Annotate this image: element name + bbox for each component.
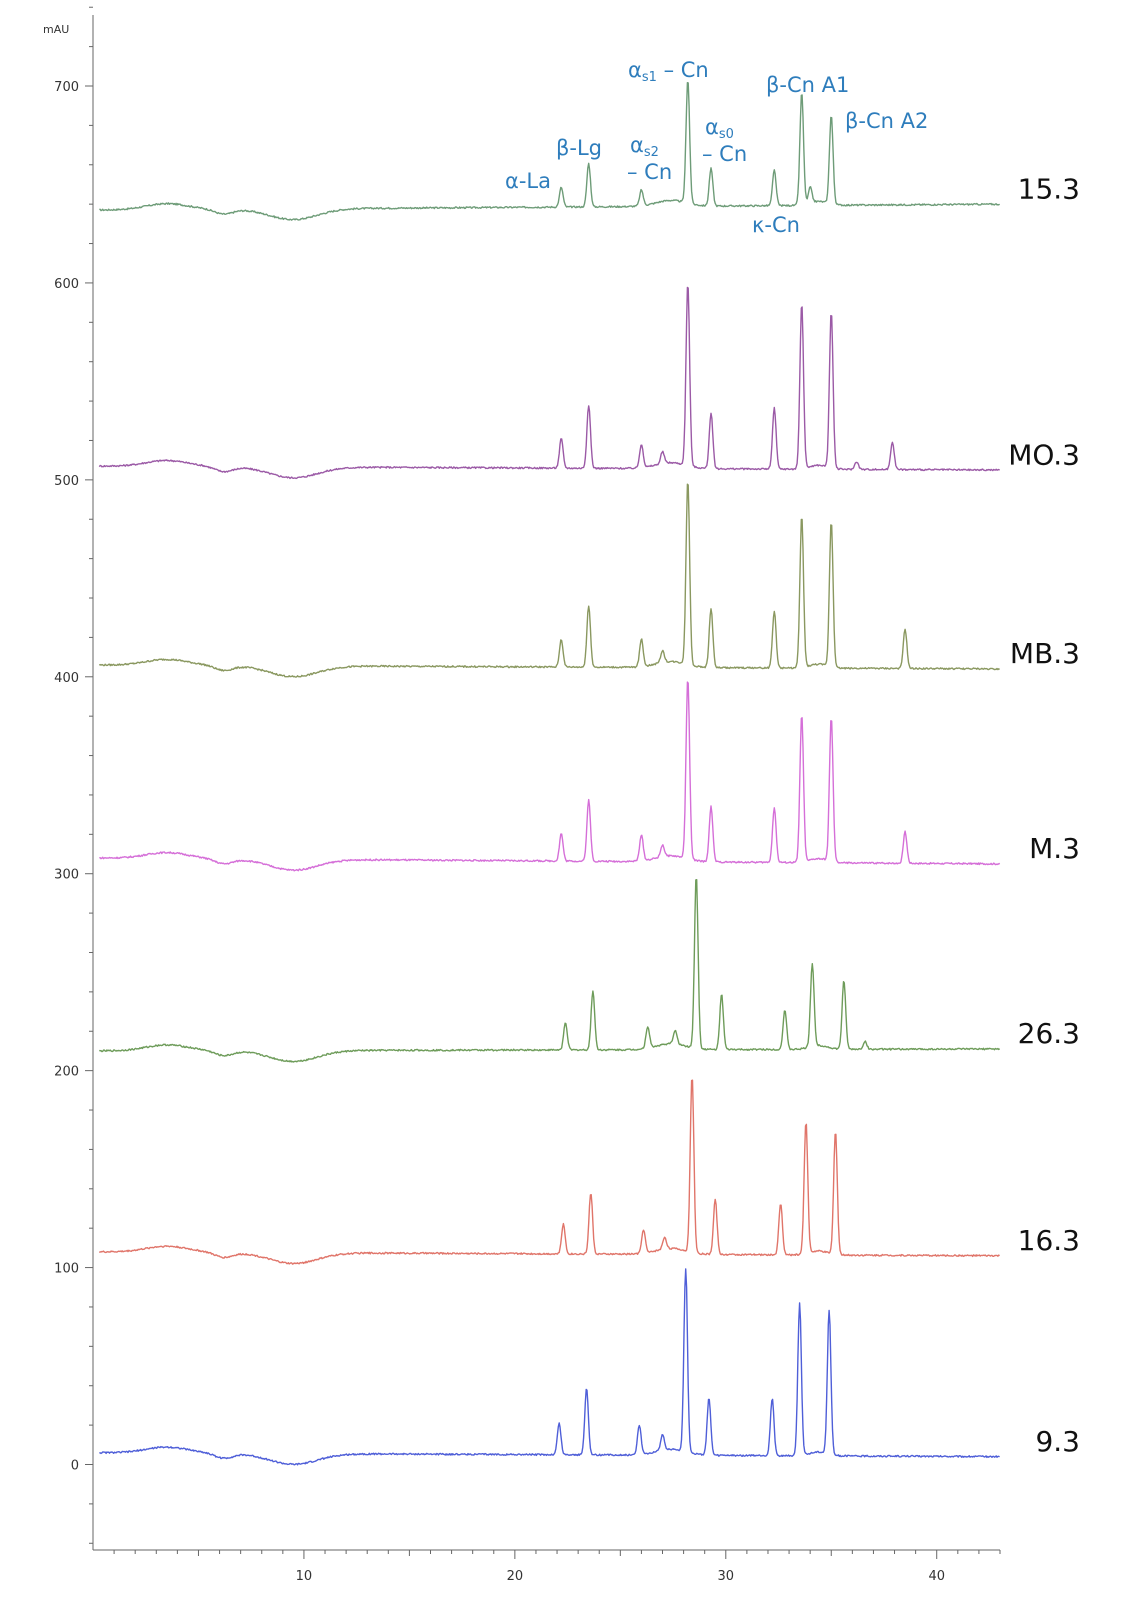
peak-label: αs2 — [630, 133, 659, 160]
y-tick-label: 400 — [54, 671, 79, 686]
series-label: 26.3 — [1018, 1017, 1080, 1050]
peak-label: β-Cn A1 — [766, 73, 849, 97]
series-label: 9.3 — [1035, 1425, 1080, 1458]
traces — [98, 81, 1001, 1466]
y-tick-label: 0 — [71, 1459, 79, 1474]
trace-mb-3 — [98, 483, 1000, 678]
peak-label-line2: – Cn — [702, 142, 747, 166]
trace-9-3 — [99, 1268, 1000, 1466]
x-tick-label: 20 — [507, 1569, 524, 1584]
trace-26-3 — [99, 879, 1001, 1063]
x-tick-label: 30 — [718, 1569, 735, 1584]
trace-15-3 — [99, 81, 1001, 221]
peak-label: α-La — [505, 169, 551, 193]
trace-m-3 — [99, 681, 1001, 872]
peak-label: β-Cn A2 — [845, 109, 928, 133]
peak-label: β-Lg — [556, 136, 602, 160]
peak-label: αs1 – Cn — [628, 58, 709, 85]
y-unit-label: mAU — [43, 23, 69, 36]
series-label: MO.3 — [1008, 438, 1080, 471]
y-tick-label: 300 — [54, 868, 79, 883]
peak-label-line2: – Cn — [627, 160, 672, 184]
x-tick-label: 40 — [928, 1569, 945, 1584]
sample-labels: 15.3 MO.3 MB.3 M.3 26.3 16.3 9.3 — [1008, 172, 1080, 1457]
x-tick-label: 10 — [296, 1569, 313, 1584]
y-tick-label: 500 — [54, 474, 79, 489]
peak-label: αs0 — [705, 115, 734, 142]
series-label: MB.3 — [1010, 637, 1080, 670]
y-tick-label: 700 — [54, 80, 79, 95]
series-label: 16.3 — [1018, 1224, 1080, 1257]
trace-16-3 — [98, 1079, 1000, 1265]
y-tick-label: 600 — [54, 277, 79, 292]
series-label: 15.3 — [1018, 172, 1080, 205]
trace-mo-3 — [98, 286, 1001, 480]
y-tick-label: 100 — [54, 1262, 79, 1277]
y-tick-label: 200 — [54, 1065, 79, 1080]
peak-label: κ-Cn — [752, 213, 800, 237]
series-label: M.3 — [1029, 832, 1080, 865]
axes: mAU 0 100 200 300 400 500 600 700 10 20 30 40 — [43, 6, 1001, 1584]
